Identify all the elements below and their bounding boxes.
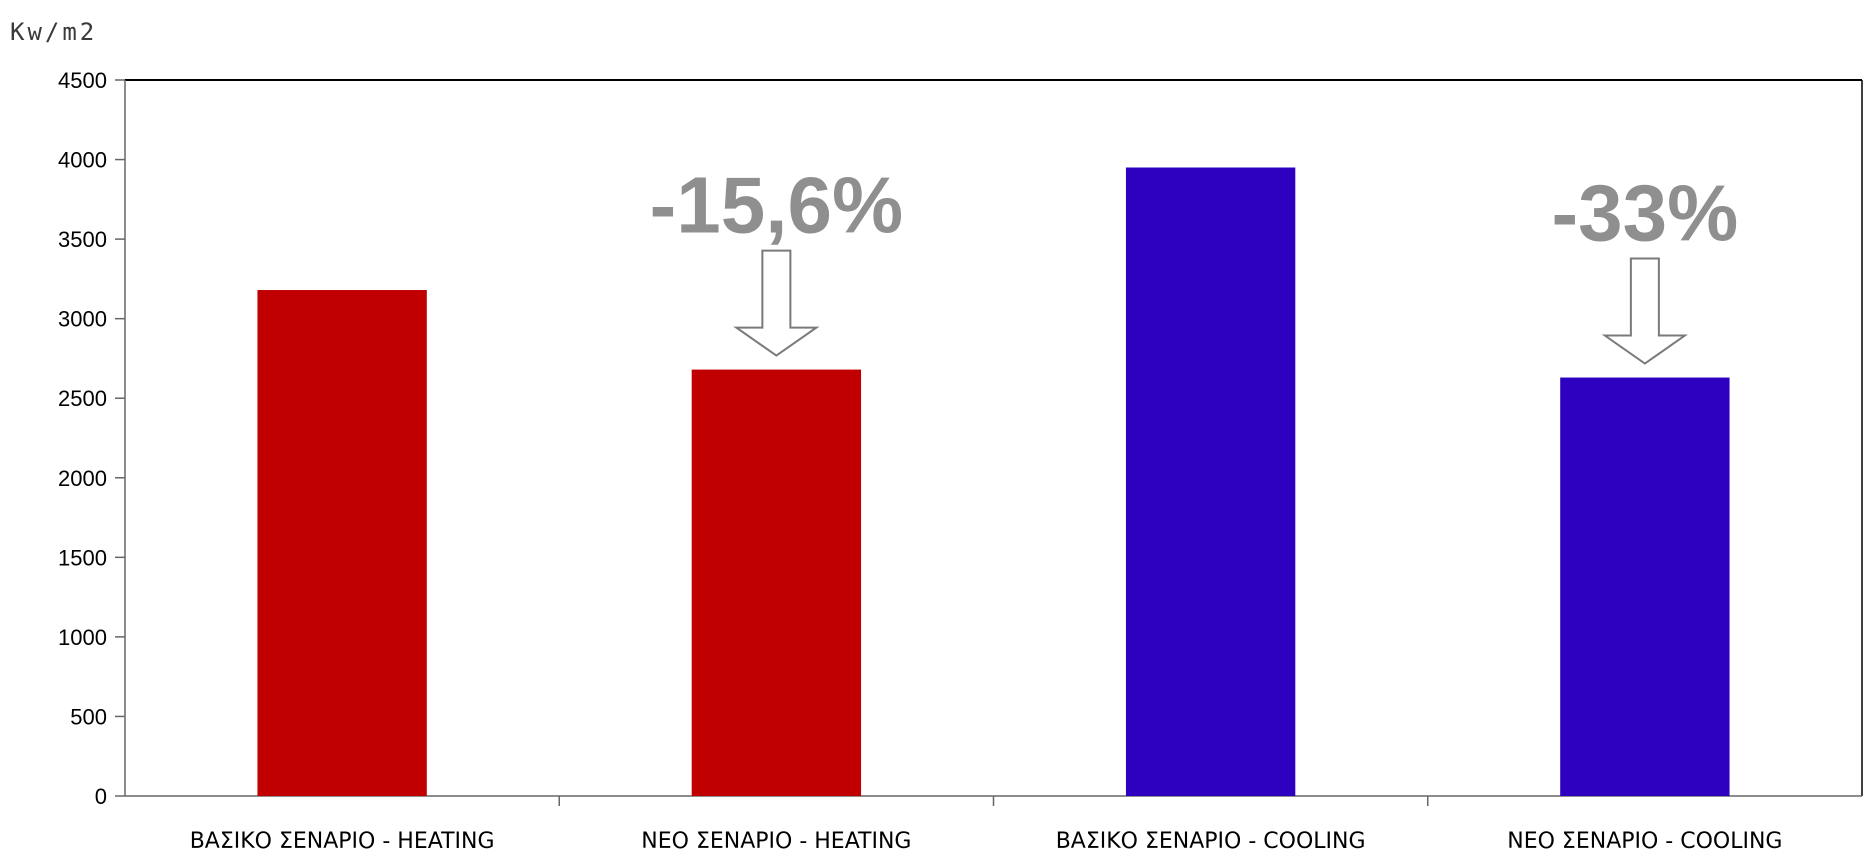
y-tick-label: 500 [70,704,107,729]
annotations-group: -15,6% -33% [650,161,1738,365]
category-label: ΒΑΣΙΚΟ ΣΕΝΑΡΙΟ - HEATING [190,829,495,854]
category-label: ΝΕΟ ΣΕΝΑΡΙΟ - HEATING [641,829,911,854]
reduction-annotation: -15,6% [650,161,903,250]
bar-4 [1560,377,1730,796]
y-tick-label: 3500 [58,227,107,252]
category-labels: ΒΑΣΙΚΟ ΣΕΝΑΡΙΟ - HEATING ΝΕΟ ΣΕΝΑΡΙΟ - HE… [190,829,1783,854]
category-label: ΝΕΟ ΣΕΝΑΡΙΟ - COOLING [1507,829,1782,854]
y-tick-label: 2500 [58,386,107,411]
down-arrow-icon [733,249,820,357]
y-tick-label: 0 [95,784,107,809]
y-tick-label: 3000 [58,307,107,332]
y-unit-label: Kw/m2 [10,18,97,46]
y-tick-label: 4000 [58,148,107,173]
bars-group [257,167,1730,796]
bar-2 [691,369,862,796]
y-tick-label: 2000 [58,466,107,491]
down-arrow-icon [1601,257,1689,365]
y-axis-ticks: 0 500 1000 1500 2000 2500 3000 3500 4000 4500 [58,68,125,809]
y-tick-label: 1000 [58,625,107,650]
y-tick-label: 1500 [58,545,107,570]
y-tick-label: 4500 [58,68,107,93]
x-axis-ticks [558,796,1429,806]
category-label: ΒΑΣΙΚΟ ΣΕΝΑΡΙΟ - COOLING [1056,829,1366,854]
bar-1 [257,290,427,796]
bar-3 [1125,167,1296,796]
reduction-annotation: -33% [1551,169,1738,258]
